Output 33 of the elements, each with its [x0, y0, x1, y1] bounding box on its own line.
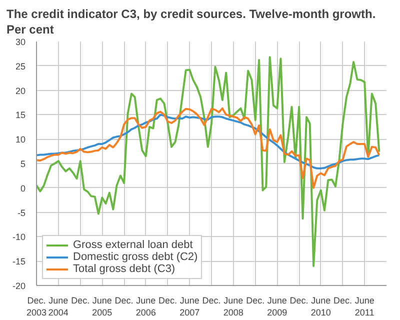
x-tick-label: June 2008 [223, 296, 244, 318]
x-tick-label: Dec. [158, 296, 178, 306]
y-tick-label: 25 [15, 61, 26, 72]
y-tick-label: 30 [15, 37, 26, 47]
legend-label: Total gross debt (C3) [73, 263, 176, 275]
y-tick-label: 15 [15, 110, 26, 120]
x-tick-label: June 2010 [310, 296, 331, 318]
y-tick-label: 5 [20, 159, 26, 169]
y-tick-label: 10 [15, 134, 26, 145]
x-tick-label: Dec. [334, 296, 352, 306]
x-tick-label: June 2009 [267, 296, 288, 318]
x-tick-label: June 2004 [48, 296, 68, 318]
y-tick-label: -15 [12, 256, 26, 267]
y-tick-label: -10 [12, 232, 26, 242]
y-tick-label: -5 [18, 208, 26, 218]
legend-label: Domestic gross debt (C2) [73, 251, 198, 263]
x-tick-label: June 2007 [180, 296, 200, 318]
chart-title: The credit indicator C3, by credit sources. Twelve-month growth. Per cent [6, 7, 376, 36]
line-series [36, 114, 380, 170]
x-tick-label: Dec. [246, 296, 265, 306]
x-tick-label: Dec. 2003 [26, 296, 47, 318]
x-tick-label: June 2011 [354, 296, 374, 318]
x-tick-label: June 2005 [92, 296, 112, 318]
line-series [36, 107, 380, 189]
legend-label: Gross external loan debt [73, 239, 193, 251]
x-tick-label: June 2006 [136, 296, 156, 318]
y-tick-label: 0 [20, 183, 26, 194]
x-tick-label: Dec. [114, 296, 134, 306]
y-tick-label: -20 [12, 281, 26, 291]
x-tick-label: Dec. [202, 296, 221, 306]
x-tick-label: Dec. [290, 296, 308, 306]
x-tick-label: Dec. [71, 296, 90, 306]
y-tick-label: 20 [15, 86, 26, 96]
